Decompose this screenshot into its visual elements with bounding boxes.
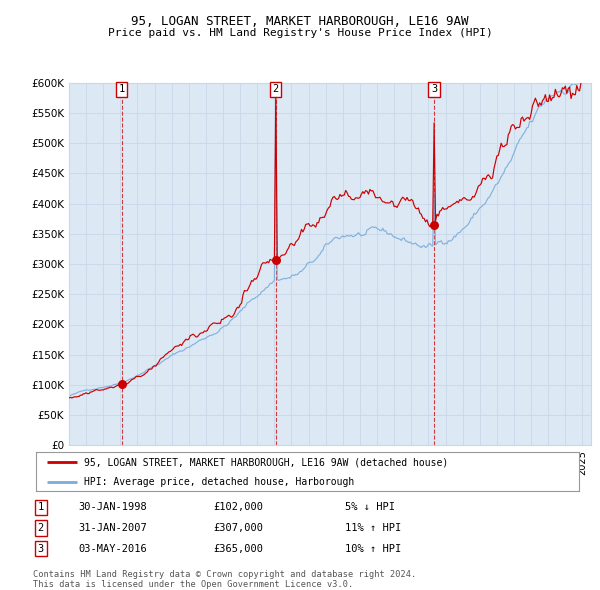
Text: 10% ↑ HPI: 10% ↑ HPI [345,544,401,553]
Text: £307,000: £307,000 [213,523,263,533]
Text: £102,000: £102,000 [213,503,263,512]
Text: 2: 2 [272,84,279,94]
Text: 95, LOGAN STREET, MARKET HARBOROUGH, LE16 9AW (detached house): 95, LOGAN STREET, MARKET HARBOROUGH, LE1… [84,457,448,467]
Text: 3: 3 [431,84,437,94]
Text: 11% ↑ HPI: 11% ↑ HPI [345,523,401,533]
Text: 30-JAN-1998: 30-JAN-1998 [78,503,147,512]
Text: 2: 2 [38,523,44,533]
Text: HPI: Average price, detached house, Harborough: HPI: Average price, detached house, Harb… [84,477,354,487]
Text: Contains HM Land Registry data © Crown copyright and database right 2024.
This d: Contains HM Land Registry data © Crown c… [33,570,416,589]
Text: 31-JAN-2007: 31-JAN-2007 [78,523,147,533]
Text: 1: 1 [38,503,44,512]
Text: £365,000: £365,000 [213,544,263,553]
Text: 3: 3 [38,544,44,553]
Text: 1: 1 [119,84,125,94]
Text: 5% ↓ HPI: 5% ↓ HPI [345,503,395,512]
Text: Price paid vs. HM Land Registry's House Price Index (HPI): Price paid vs. HM Land Registry's House … [107,28,493,38]
Text: 03-MAY-2016: 03-MAY-2016 [78,544,147,553]
Text: 95, LOGAN STREET, MARKET HARBOROUGH, LE16 9AW: 95, LOGAN STREET, MARKET HARBOROUGH, LE1… [131,15,469,28]
